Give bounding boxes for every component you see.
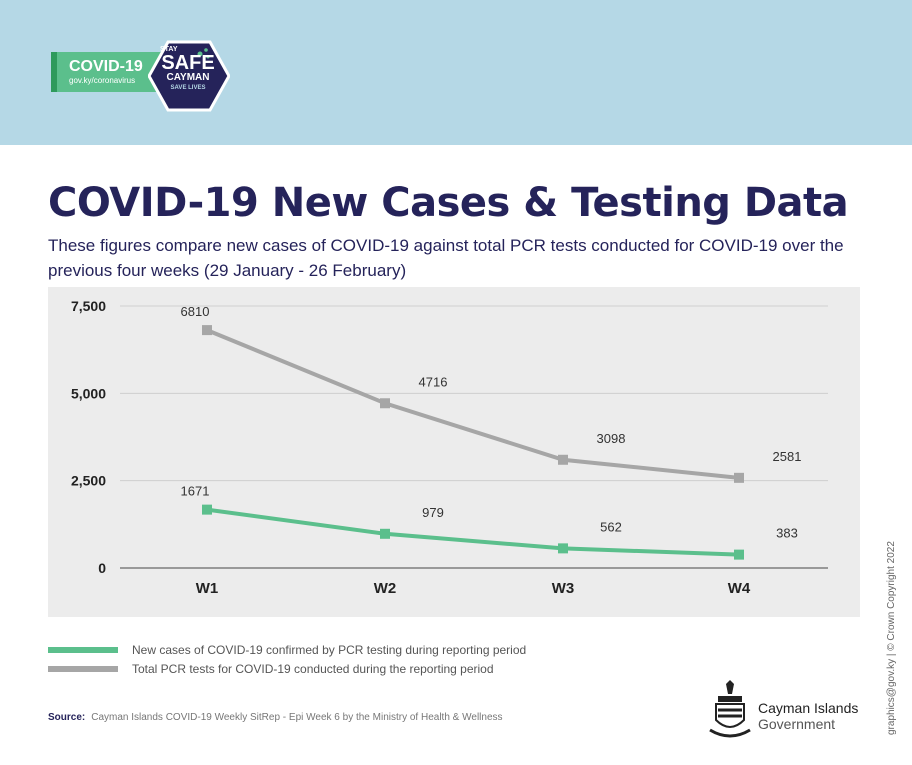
data-label: 1671 (181, 484, 210, 499)
data-point (202, 325, 212, 336)
data-label: 2581 (773, 449, 802, 464)
data-point (734, 472, 744, 483)
page-title: COVID-19 New Cases & Testing Data (48, 180, 849, 226)
line-chart: 0 2,500 5,000 7,500 W1 W2 W3 W4 6810 4716 3098 2581… (71, 298, 828, 597)
data-label: 383 (776, 526, 798, 541)
y-tick-label: 5,000 (71, 385, 106, 401)
source-note: Source: Cayman Islands COVID-19 Weekly Si… (48, 712, 503, 723)
stay-safe-badge-icon (148, 40, 230, 112)
legend-swatch-cases (48, 646, 118, 653)
y-tick-label: 0 (98, 560, 106, 576)
data-point (558, 543, 568, 554)
data-label: 6810 (181, 304, 210, 319)
data-point (380, 528, 390, 539)
plot-area: 0 2,500 5,000 7,500 W1 W2 W3 W4 6810 4716 3098 2581… (48, 287, 860, 617)
y-tick-label: 2,500 (71, 473, 106, 489)
legend: New cases of COVID-19 confirmed by PCR t… (48, 640, 526, 678)
page-subtitle: These figures compare new cases of COVID… (48, 236, 844, 280)
data-point (202, 504, 212, 515)
government-logo-text: Cayman Islands Government (758, 700, 859, 732)
x-tick-label: W1 (196, 580, 219, 597)
x-tick-label: W2 (374, 580, 397, 597)
data-point (558, 454, 568, 465)
data-label: 562 (600, 519, 622, 534)
legend-item-tests: Total PCR tests for COVID-19 conducted d… (48, 659, 526, 678)
series-line (206, 328, 740, 480)
y-tick-label: 7,500 (71, 298, 106, 314)
data-label: 4716 (419, 374, 448, 389)
data-label: 3098 (597, 431, 626, 446)
copyright-credit: graphics@gov.ky | © Crown Copyright 2022 (886, 541, 897, 735)
series-line (206, 507, 740, 557)
covid-tag-title: COVID-19 (69, 58, 143, 75)
covid-tag-url: gov.ky/coronavirus (69, 76, 136, 85)
data-label: 979 (422, 505, 444, 520)
x-tick-label: W3 (552, 580, 575, 597)
data-point (734, 549, 744, 560)
badge-text: STAY SAFE CAYMAN SAVE LIVES (160, 46, 215, 91)
coat-of-arms-icon (709, 680, 751, 738)
legend-swatch-tests (48, 665, 118, 672)
legend-item-cases: New cases of COVID-19 confirmed by PCR t… (48, 640, 526, 659)
x-tick-label: W4 (728, 580, 751, 597)
data-point (380, 398, 390, 409)
